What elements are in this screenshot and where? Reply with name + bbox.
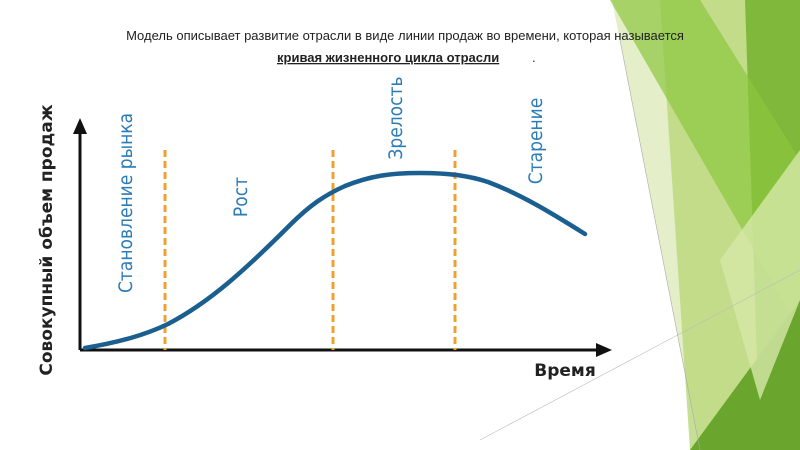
life-cycle-curve <box>82 170 588 351</box>
deco-line <box>479 269 800 441</box>
deco-line <box>619 39 701 450</box>
stage-label: Зрелость <box>385 76 407 159</box>
y-axis-arrow <box>73 118 87 134</box>
x-axis-label: Время <box>534 361 595 381</box>
y-axis-label: Совокупный объем продаж <box>37 104 57 375</box>
header-term: кривая жизненного цикла отрасли <box>277 50 499 65</box>
header-text: Модель описывает развитие отрасли в виде… <box>126 28 684 43</box>
stage-label: Рост <box>230 177 252 217</box>
header-term-end: . <box>532 50 536 65</box>
x-axis-arrow <box>596 343 612 357</box>
stage-label: Старение <box>525 98 547 185</box>
stage-label: Становление рынка <box>115 113 137 293</box>
deco-shape <box>720 150 800 400</box>
